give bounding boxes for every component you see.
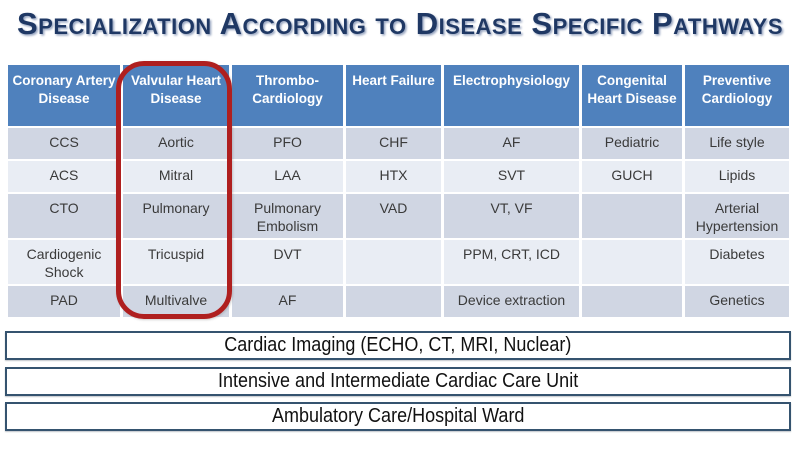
cell-valvular-heart-disease: Aortic xyxy=(123,128,229,159)
cell-heart-failure: CHF xyxy=(346,128,441,159)
table-header-row: Coronary Artery Disease Valvular Heart Di… xyxy=(8,65,789,126)
column-header-congenital-heart-disease: Congenital Heart Disease xyxy=(582,65,682,126)
cell-thrombo-cardiology: Pulmonary Embolism xyxy=(232,194,343,238)
band-ambulatory-care-label: Ambulatory Care/Hospital Ward xyxy=(271,405,525,427)
table-row: ACS Mitral LAA HTX SVT GUCH Lipids xyxy=(8,161,789,192)
band-ambulatory-care: Ambulatory Care/Hospital Ward xyxy=(5,402,791,431)
cell-congenital-heart-disease xyxy=(582,240,682,284)
table-row: PAD Multivalve AF Device extraction Genetics xyxy=(8,286,789,317)
table-body: CCS Aortic PFO CHF AF Pediatric Life style ACS M… xyxy=(8,128,789,317)
column-header-thrombo-cardiology: Thrombo-Cardiology xyxy=(232,65,343,126)
cell-congenital-heart-disease: Pediatric xyxy=(582,128,682,159)
cell-congenital-heart-disease: GUCH xyxy=(582,161,682,192)
cell-heart-failure xyxy=(346,240,441,284)
cell-coronary-artery-disease: Cardiogenic Shock xyxy=(8,240,120,284)
cell-preventive-cardiology: Arterial Hypertension xyxy=(685,194,789,238)
cell-electrophysiology: VT, VF xyxy=(444,194,579,238)
cell-electrophysiology: Device extraction xyxy=(444,286,579,317)
cell-coronary-artery-disease: CCS xyxy=(8,128,120,159)
cell-preventive-cardiology: Lipids xyxy=(685,161,789,192)
band-intensive-care-unit-label: Intensive and Intermediate Cardiac Care … xyxy=(217,370,579,392)
cell-thrombo-cardiology: AF xyxy=(232,286,343,317)
cell-valvular-heart-disease: Mitral xyxy=(123,161,229,192)
cell-congenital-heart-disease xyxy=(582,286,682,317)
cell-thrombo-cardiology: PFO xyxy=(232,128,343,159)
table-row: Cardiogenic Shock Tricuspid DVT PPM, CRT, I… xyxy=(8,240,789,284)
column-header-valvular-heart-disease: Valvular Heart Disease xyxy=(123,65,229,126)
table-row: CCS Aortic PFO CHF AF Pediatric Life style xyxy=(8,128,789,159)
column-header-heart-failure: Heart Failure xyxy=(346,65,441,126)
table-row: CTO Pulmonary Pulmonary Embolism VAD VT, VF A… xyxy=(8,194,789,238)
cell-heart-failure: HTX xyxy=(346,161,441,192)
page-title: Specialization According to Disease Spec… xyxy=(16,6,783,41)
pathways-table: Coronary Artery Disease Valvular Heart Di… xyxy=(5,63,792,319)
table-header: Coronary Artery Disease Valvular Heart Di… xyxy=(8,65,789,126)
band-cardiac-imaging-label: Cardiac Imaging (ECHO, CT, MRI, Nuclear) xyxy=(224,334,572,356)
cell-preventive-cardiology: Diabetes xyxy=(685,240,789,284)
cell-valvular-heart-disease: Pulmonary xyxy=(123,194,229,238)
cell-coronary-artery-disease: PAD xyxy=(8,286,120,317)
cell-valvular-heart-disease: Multivalve xyxy=(123,286,229,317)
band-intensive-care-unit: Intensive and Intermediate Cardiac Care … xyxy=(5,367,791,396)
cell-thrombo-cardiology: LAA xyxy=(232,161,343,192)
cell-thrombo-cardiology: DVT xyxy=(232,240,343,284)
cell-preventive-cardiology: Life style xyxy=(685,128,789,159)
cell-electrophysiology: PPM, CRT, ICD xyxy=(444,240,579,284)
cell-preventive-cardiology: Genetics xyxy=(685,286,789,317)
column-header-coronary-artery-disease: Coronary Artery Disease xyxy=(8,65,120,126)
cell-coronary-artery-disease: ACS xyxy=(8,161,120,192)
cell-heart-failure: VAD xyxy=(346,194,441,238)
cell-electrophysiology: SVT xyxy=(444,161,579,192)
cell-congenital-heart-disease xyxy=(582,194,682,238)
cell-valvular-heart-disease: Tricuspid xyxy=(123,240,229,284)
band-cardiac-imaging: Cardiac Imaging (ECHO, CT, MRI, Nuclear) xyxy=(5,331,791,360)
column-header-preventive-cardiology: Preventive Cardiology xyxy=(685,65,789,126)
cell-coronary-artery-disease: CTO xyxy=(8,194,120,238)
cell-heart-failure xyxy=(346,286,441,317)
column-header-electrophysiology: Electrophysiology xyxy=(444,65,579,126)
cell-electrophysiology: AF xyxy=(444,128,579,159)
